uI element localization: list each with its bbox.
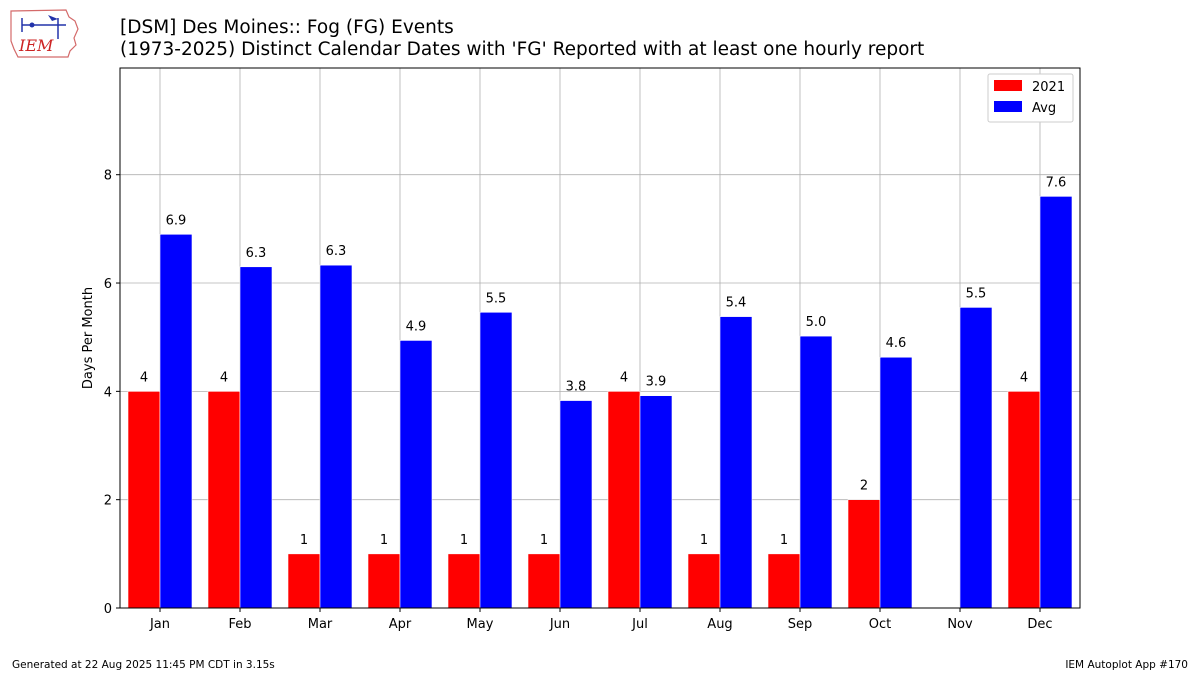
x-tick-label: Feb — [228, 617, 251, 632]
x-tick-label: Apr — [389, 617, 412, 632]
chart-subtitle: (1973-2025) Distinct Calendar Dates with… — [120, 39, 925, 60]
bar-avg — [1039, 196, 1073, 609]
y-tick-label: 2 — [104, 494, 112, 509]
data-label: 1 — [780, 533, 788, 548]
x-tick-label: May — [467, 617, 494, 632]
bar-2021 — [767, 553, 801, 609]
data-label: 4 — [140, 370, 148, 385]
data-label: 5.0 — [806, 315, 827, 330]
svg-text:IEM: IEM — [18, 36, 54, 55]
x-tick-label: Sep — [788, 617, 813, 632]
generated-timestamp: Generated at 22 Aug 2025 11:45 PM CDT in… — [12, 659, 275, 671]
data-label: 6.9 — [166, 213, 187, 228]
x-tick-label: Aug — [707, 617, 732, 632]
plot-frame — [119, 67, 1081, 609]
data-label: 5.5 — [966, 286, 987, 301]
bar-2021 — [527, 553, 561, 609]
x-tick-label: Dec — [1027, 617, 1052, 632]
legend-swatch — [994, 101, 1022, 112]
bar-2021 — [367, 553, 401, 609]
data-label: 1 — [460, 533, 468, 548]
data-label: 4.9 — [406, 319, 427, 334]
legend: 2021 Avg — [987, 73, 1074, 123]
bar-avg — [399, 340, 433, 609]
bar-avg — [719, 316, 753, 609]
bar-2021 — [447, 553, 481, 609]
data-label: 6.3 — [246, 246, 267, 261]
app-credit: IEM Autoplot App #170 — [1065, 659, 1188, 671]
bar-avg — [319, 264, 353, 609]
bar-2021 — [607, 391, 641, 609]
x-tick-label: Jul — [631, 617, 648, 632]
iem-logo: IEM — [8, 5, 80, 59]
data-label: 1 — [700, 533, 708, 548]
data-label: 4 — [620, 370, 628, 385]
bar-avg — [959, 307, 993, 609]
bar-2021 — [287, 553, 321, 609]
bar-avg — [479, 311, 513, 609]
axes: 0 2 4 6 8 Jan Feb Mar Apr May Jun Jul Aug Sep Oct Nov De… — [104, 169, 1053, 632]
x-tick-label: Mar — [308, 617, 333, 632]
y-tick-label: 6 — [104, 277, 112, 292]
data-label: 3.9 — [646, 375, 667, 390]
chart-title: [DSM] Des Moines:: Fog (FG) Events — [120, 17, 454, 38]
x-tick-label: Oct — [869, 617, 891, 632]
y-tick-label: 8 — [104, 169, 112, 184]
data-label: 7.6 — [1046, 175, 1067, 190]
bar-avg — [159, 233, 193, 609]
x-tick-label: Nov — [947, 617, 973, 632]
data-label: 1 — [300, 533, 308, 548]
data-label: 3.8 — [566, 380, 587, 395]
data-label: 4 — [220, 370, 228, 385]
bar-2021 — [847, 499, 881, 609]
legend-label: 2021 — [1032, 80, 1065, 95]
bar-avg — [239, 266, 273, 609]
data-label: 6.3 — [326, 244, 347, 259]
bar-2021 — [207, 391, 241, 609]
data-label: 4.6 — [886, 336, 907, 351]
data-label: 4 — [1020, 370, 1028, 385]
bar-2021 — [127, 391, 161, 609]
y-tick-label: 4 — [104, 385, 112, 400]
data-label: 5.4 — [726, 296, 747, 311]
x-tick-label: Jun — [549, 617, 570, 632]
data-label: 2 — [860, 479, 868, 494]
bar-2021 — [1007, 391, 1041, 609]
y-axis-label: Days Per Month — [81, 287, 96, 389]
bar-labels: 4 4 1 1 1 1 4 1 1 2 4 6.9 6.3 6.3 4.9 5.5 3.8 3.9 5.4 5.0 4.… — [140, 175, 1066, 547]
bar-avg — [639, 395, 673, 609]
legend-swatch — [994, 80, 1022, 91]
x-tick-label: Jan — [149, 617, 170, 632]
data-label: 1 — [540, 533, 548, 548]
data-label: 1 — [380, 533, 388, 548]
bar-2021 — [687, 553, 721, 609]
bar-avg — [799, 335, 833, 609]
y-tick-label: 0 — [104, 602, 112, 617]
bars — [127, 196, 1073, 609]
bar-avg — [559, 400, 593, 609]
data-label: 5.5 — [486, 291, 507, 306]
bar-avg — [879, 356, 913, 609]
legend-label: Avg — [1032, 101, 1056, 116]
